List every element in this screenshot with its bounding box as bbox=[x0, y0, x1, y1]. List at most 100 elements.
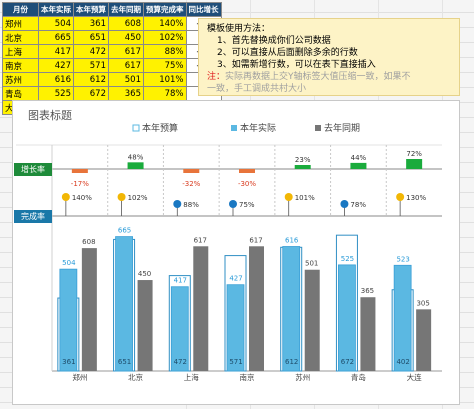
growth-bar-negative bbox=[239, 169, 255, 173]
table-cell-city[interactable]: 北京 bbox=[2, 30, 39, 45]
instructions-note[interactable]: 模板使用方法： 1、首先替换成你们公司数据 2、可以直接从后面删除多余的行数 3… bbox=[198, 18, 460, 96]
growth-bar-negative bbox=[71, 169, 88, 173]
table-cell-actual[interactable]: 504 bbox=[38, 16, 74, 31]
label-last-year: 501 bbox=[305, 260, 318, 268]
growth-bar-positive bbox=[127, 162, 144, 169]
label-actual: 665 bbox=[118, 227, 131, 235]
table-cell-budget[interactable]: 472 bbox=[73, 44, 109, 59]
table-cell-ratio[interactable]: 140% bbox=[143, 16, 187, 31]
table-cell-budget[interactable]: 672 bbox=[73, 86, 109, 101]
legend-label: 去年同期 bbox=[324, 122, 360, 134]
label-budget: 651 bbox=[118, 358, 131, 366]
table-cell-last[interactable]: 365 bbox=[108, 86, 144, 101]
bar-actual bbox=[226, 284, 245, 372]
ratio-pin-head bbox=[229, 200, 237, 208]
ratio-pin-head bbox=[117, 193, 126, 201]
note-warn-text-2: 一致，手工调成共村大小 bbox=[207, 84, 307, 94]
growth-label: 44% bbox=[351, 154, 367, 162]
bar-last-year bbox=[360, 297, 376, 371]
table-cell-city[interactable]: 郑州 bbox=[2, 16, 39, 31]
bar-last-year bbox=[416, 309, 432, 371]
note-title: 模板使用方法： bbox=[207, 24, 271, 34]
table-cell-last[interactable]: 450 bbox=[108, 30, 144, 45]
growth-rate-tag: 增长率 bbox=[14, 163, 52, 176]
label-last-year: 450 bbox=[138, 270, 151, 278]
x-tick-label: 大连 bbox=[407, 372, 422, 382]
bar-actual bbox=[338, 264, 356, 372]
growth-bar-positive bbox=[294, 165, 311, 169]
growth-label: 48% bbox=[128, 153, 144, 161]
ratio-pin-head bbox=[284, 193, 293, 201]
label-actual: 427 bbox=[229, 275, 242, 283]
label-budget: 402 bbox=[396, 358, 409, 366]
growth-label: -17% bbox=[71, 180, 89, 188]
ratio-label: 102% bbox=[128, 194, 148, 202]
legend-swatch-last bbox=[315, 125, 321, 131]
label-actual: 504 bbox=[62, 259, 76, 267]
growth-bar-positive bbox=[350, 162, 367, 169]
table-header-row: 月份 本年实际 本年预算 去年同期 预算完成率 同比增长 bbox=[2, 2, 222, 17]
bar-last-year bbox=[304, 269, 320, 371]
label-last-year: 608 bbox=[82, 238, 95, 246]
x-tick-label: 青岛 bbox=[351, 372, 366, 382]
table-cell-last[interactable]: 501 bbox=[108, 72, 144, 87]
note-line-2: 2、可以直接从后面删除多余的行数 bbox=[217, 48, 358, 58]
x-tick-label: 北京 bbox=[128, 372, 143, 382]
x-tick-label: 郑州 bbox=[72, 372, 87, 382]
table-cell-budget[interactable]: 651 bbox=[73, 30, 109, 45]
bar-last-year bbox=[81, 248, 97, 371]
x-tick-label: 上海 bbox=[184, 372, 199, 382]
note-warn-prefix: 注： bbox=[207, 72, 226, 82]
legend-swatch-budget bbox=[132, 124, 140, 132]
table-cell-ratio[interactable]: 88% bbox=[143, 44, 187, 59]
ratio-label: 140% bbox=[72, 194, 92, 202]
bar-last-year bbox=[137, 280, 153, 371]
bar-actual bbox=[115, 236, 133, 372]
growth-label: 72% bbox=[406, 150, 422, 158]
legend-label: 本年预算 bbox=[142, 122, 178, 134]
bar-actual bbox=[170, 286, 189, 372]
gridline bbox=[0, 12, 474, 13]
table-cell-city[interactable]: 南京 bbox=[2, 58, 39, 73]
table-cell-ratio[interactable]: 78% bbox=[143, 86, 187, 101]
ratio-pin-head bbox=[396, 193, 405, 201]
bar-actual bbox=[393, 264, 412, 372]
label-last-year: 365 bbox=[361, 287, 374, 295]
label-actual: 523 bbox=[396, 255, 409, 263]
x-tick-label: 苏州 bbox=[295, 372, 310, 382]
growth-label: 23% bbox=[295, 156, 311, 164]
growth-bar-positive bbox=[406, 159, 423, 169]
table-cell-actual[interactable]: 417 bbox=[38, 44, 74, 59]
header-last[interactable]: 去年同期 bbox=[108, 2, 144, 17]
ratio-label: 88% bbox=[183, 201, 199, 209]
legend-label: 本年实际 bbox=[240, 122, 276, 134]
table-cell-budget[interactable]: 612 bbox=[73, 72, 109, 87]
table-cell-last[interactable]: 617 bbox=[108, 58, 144, 73]
label-budget: 571 bbox=[229, 358, 242, 366]
completion-rate-tag: 完成率 bbox=[14, 210, 52, 223]
ratio-label: 130% bbox=[406, 194, 426, 202]
ratio-label: 101% bbox=[295, 194, 315, 202]
ratio-label: 78% bbox=[350, 201, 366, 209]
bar-last-year bbox=[249, 246, 264, 371]
table-cell-ratio[interactable]: 75% bbox=[143, 58, 187, 73]
label-budget: 612 bbox=[285, 358, 298, 366]
table-cell-actual[interactable]: 665 bbox=[38, 30, 74, 45]
header-ratio[interactable]: 预算完成率 bbox=[143, 2, 187, 17]
ratio-pin-head bbox=[61, 193, 70, 201]
x-tick-label: 南京 bbox=[240, 372, 255, 382]
label-actual: 616 bbox=[285, 236, 299, 244]
label-budget: 472 bbox=[174, 358, 187, 366]
ratio-pin-head bbox=[340, 200, 349, 208]
label-last-year: 305 bbox=[416, 299, 429, 307]
table-cell-city[interactable]: 苏州 bbox=[2, 72, 39, 87]
note-warn-text: 实际再数据上交Y轴标签大值压缩一致，如果不 bbox=[225, 72, 411, 82]
label-actual: 525 bbox=[341, 255, 354, 263]
table-cell-actual[interactable]: 525 bbox=[38, 86, 74, 101]
growth-label: -32% bbox=[182, 180, 200, 188]
ratio-label: 75% bbox=[239, 201, 255, 209]
ratio-pin-head bbox=[173, 200, 182, 208]
bar-actual bbox=[282, 246, 301, 372]
